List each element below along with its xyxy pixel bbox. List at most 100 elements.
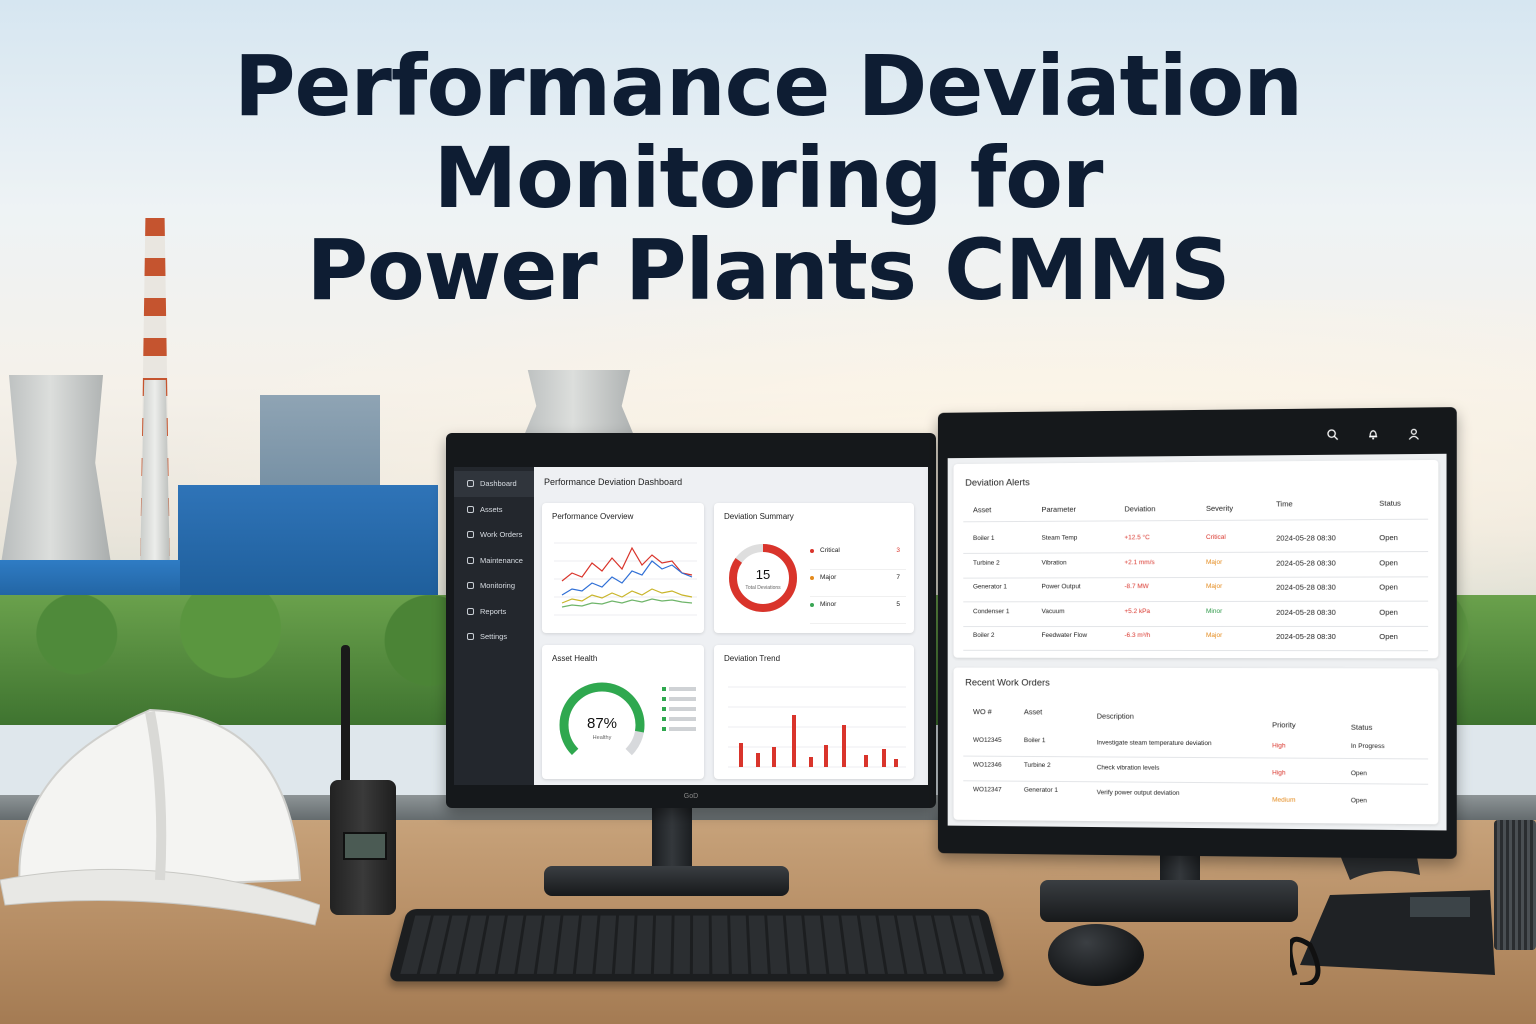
sidebar-item-work-orders[interactable]: Work Orders (454, 522, 534, 548)
trend-bar (894, 759, 898, 767)
performance-overview-card: Performance Overview (542, 503, 704, 633)
alerts-cell-severity: Major (1206, 558, 1222, 565)
deviation-total-label: Total Deviations (718, 585, 808, 591)
alerts-cell-time: 2024-05-28 08:30 (1276, 607, 1336, 616)
hero-title: Performance Deviation Monitoring for Pow… (0, 40, 1536, 316)
computer-mouse[interactable] (1048, 924, 1144, 986)
deviation-trend-card: Deviation Trend (714, 645, 914, 779)
radio-display (343, 832, 387, 860)
trend-bar (864, 755, 868, 767)
trend-bar (739, 743, 743, 767)
top-bar-icons (1327, 428, 1420, 441)
sidebar-item-maintenance[interactable]: Maintenance (454, 548, 534, 574)
trend-bar (842, 725, 846, 767)
alerts-cell-parameter: Feedwater Flow (1042, 632, 1088, 639)
asset-health-label: Healthy (552, 735, 652, 741)
legend-count: 3 (896, 547, 900, 554)
maintenance-icon (467, 557, 474, 564)
asset-health-title: Asset Health (552, 654, 597, 663)
monitor-brand-logo: GoD (446, 793, 936, 800)
performance-line-chart (542, 503, 704, 633)
deviation-trend-bars (714, 645, 914, 779)
left-monitor-neck (652, 800, 692, 872)
asset-health-card: Asset Health 87% Healthy (542, 645, 704, 779)
sidebar-item-reports[interactable]: Reports (454, 599, 534, 625)
work-orders-cell-wo: WO12345 (973, 737, 1002, 744)
sidebar-item-label: Reports (480, 607, 506, 616)
table-row[interactable]: Boiler 2 Feedwater Flow -6.3 m³/h Major 2024… (963, 630, 1428, 652)
settings-icon (467, 633, 474, 640)
dashboard-title: Performance Deviation Dashboard (544, 477, 682, 487)
chimney-base (140, 380, 170, 570)
keyboard[interactable] (388, 909, 1006, 981)
pen-holder (1494, 820, 1536, 950)
alerts-cell-status: Open (1379, 558, 1398, 567)
recent-work-orders-title: Recent Work Orders (965, 677, 1050, 688)
table-row[interactable]: WO12345 Boiler 1 Investigate steam tempera… (963, 735, 1428, 760)
work-orders-cell-status: Open (1351, 770, 1367, 777)
table-divider (963, 576, 1428, 578)
legend-count: 7 (896, 574, 900, 581)
alerts-cell-status: Open (1379, 533, 1398, 542)
legend-label: Critical (820, 547, 840, 554)
alerts-cell-asset: Condenser 1 (973, 608, 1009, 615)
table-divider (963, 625, 1428, 626)
work-orders-cell-description: Investigate steam temperature deviation (1097, 739, 1212, 747)
table-row[interactable]: Boiler 1 Steam Temp +12.5 °C Critical 2024-0… (963, 531, 1428, 555)
alerts-cell-time: 2024-05-28 08:30 (1276, 533, 1336, 542)
legend-item: Major 7 (810, 570, 906, 597)
table-divider (963, 650, 1428, 651)
legend-dot (810, 576, 814, 580)
alerts-cell-parameter: Power Output (1042, 583, 1081, 590)
hero-title-line-2: Monitoring for (0, 132, 1536, 224)
legend-count: 5 (896, 601, 900, 608)
bell-icon[interactable] (1367, 428, 1379, 440)
plant-building-blue (178, 485, 438, 595)
table-row[interactable]: Generator 1 Power Output -8.7 MW Major 2024-… (963, 580, 1428, 603)
radio-antenna (341, 645, 350, 785)
deviation-summary-legend: Critical 3 Major 7 Minor 5 (810, 543, 906, 624)
alerts-cell-status: Open (1379, 632, 1398, 641)
series-line-red (562, 548, 692, 581)
alerts-header-time: Time (1276, 499, 1292, 508)
sidebar-item-label: Settings (480, 632, 507, 641)
legend-item: Critical 3 (810, 543, 906, 570)
right-monitor: Deviation Alerts Asset Parameter Deviation… (938, 407, 1457, 859)
user-icon[interactable] (1408, 428, 1420, 440)
sidebar-item-label: Assets (480, 505, 503, 514)
sidebar: Dashboard Assets Work Orders Maintenance Mon… (454, 467, 534, 785)
work-orders-cell-wo: WO12346 (973, 762, 1002, 769)
work-orders-cell-asset: Generator 1 (1024, 787, 1058, 794)
trend-bar (792, 715, 796, 767)
work-orders-cell-description: Check vibration levels (1097, 764, 1160, 771)
alerts-cell-asset: Boiler 2 (973, 632, 995, 639)
table-row[interactable]: Condenser 1 Vacuum +5.2 kPa Minor 2024-05-28… (963, 605, 1428, 627)
trend-bar (824, 745, 828, 767)
reports-icon (467, 608, 474, 615)
table-row[interactable]: Turbine 2 Vibration +2.1 mm/s Major 2024-05-… (963, 556, 1428, 580)
monitoring-icon (467, 582, 474, 589)
table-row[interactable]: WO12347 Generator 1 Verify power output de… (963, 784, 1428, 810)
alerts-cell-parameter: Vacuum (1042, 608, 1065, 615)
sidebar-item-monitoring[interactable]: Monitoring (454, 573, 534, 599)
asset-health-value: 87% (552, 715, 652, 732)
table-divider (963, 519, 1428, 523)
search-icon[interactable] (1327, 429, 1339, 441)
deviation-total: 15 (718, 567, 808, 582)
work-orders-header-description: Description (1097, 712, 1134, 721)
work-orders-cell-asset: Turbine 2 (1024, 762, 1051, 769)
trend-bar (756, 753, 760, 767)
hero-title-line-1: Performance Deviation (0, 40, 1536, 132)
series-line-green (562, 599, 692, 607)
alerts-cell-deviation: -8.7 MW (1124, 583, 1148, 590)
assets-icon (467, 506, 474, 513)
sidebar-item-assets[interactable]: Assets (454, 497, 534, 523)
alerts-cell-parameter: Vibration (1042, 559, 1067, 566)
sidebar-item-dashboard[interactable]: Dashboard (454, 471, 534, 497)
alerts-cell-severity: Major (1206, 583, 1222, 590)
legend-label: Major (820, 574, 836, 581)
alerts-cell-asset: Boiler 1 (973, 535, 995, 542)
table-row[interactable]: WO12346 Turbine 2 Check vibration levels Hi… (963, 760, 1428, 785)
sidebar-item-settings[interactable]: Settings (454, 624, 534, 650)
alerts-cell-severity: Minor (1206, 607, 1222, 614)
